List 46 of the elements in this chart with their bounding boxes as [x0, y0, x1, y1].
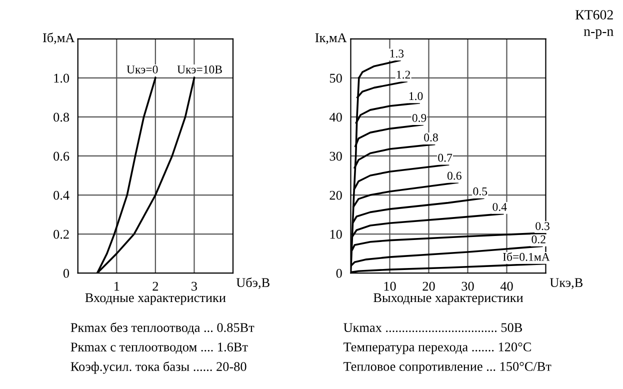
text: Тепловое сопротивление ... 150°C/Вт	[344, 362, 552, 374]
text: Pкmax с теплоотводом .... 1.6Вт	[70, 342, 248, 354]
x-tick-label: 1	[114, 282, 120, 291]
y-axis-title: Iб,мА	[42, 32, 75, 44]
text: КТ602 n-p-n	[575, 10, 614, 39]
y-tick-label: 20	[330, 190, 342, 200]
x-tick-label: 20	[422, 282, 435, 291]
y-tick-label: 50	[330, 74, 342, 83]
y-tick-label: 0.2	[54, 230, 69, 239]
x-axis-title: Uбэ,В	[236, 277, 270, 289]
y-axis-title: Iк,мА	[315, 33, 347, 44]
x-tick-label: 3	[192, 282, 198, 291]
series-label: Iб=0.1мА	[502, 252, 550, 261]
series-label: 1.2	[396, 70, 410, 79]
y-tick-label: 30	[330, 152, 342, 161]
series-label: Uкэ=0	[126, 65, 158, 74]
y-tick-label: 0.6	[54, 152, 70, 161]
x-tick-label: 40	[500, 282, 513, 291]
series-label: 1.3	[390, 50, 404, 58]
x-tick-label: 30	[462, 282, 474, 291]
series-label: 0.9	[412, 114, 426, 122]
y-tick-label: 40	[329, 112, 342, 122]
series-label: 0.6	[447, 172, 462, 180]
y-tick-label: 0.8	[54, 112, 70, 122]
series-label: 0.4	[492, 202, 507, 211]
text: Температура перехода ....... 120°C	[344, 342, 531, 354]
text: Pкmax без теплоотвода ... 0.85Вт	[70, 322, 254, 334]
series-label: 0.5	[473, 187, 488, 196]
series-label: 0.2	[532, 235, 546, 244]
series-label: 1.0	[409, 92, 423, 100]
series-label: 0.7	[438, 154, 452, 162]
text: Входные характеристики	[85, 293, 226, 305]
text: Выходные характеристики	[374, 293, 524, 305]
y-tick-label: 1.0	[54, 74, 70, 83]
x-tick-label: 10	[384, 282, 396, 291]
y-tick-label: 0	[63, 268, 70, 278]
y-tick-label: 10	[330, 230, 342, 239]
text: Uкmax .................................. 50В	[344, 323, 522, 332]
x-axis-title: Uкэ,В	[550, 278, 583, 289]
x-tick-label: 2	[152, 282, 158, 291]
y-tick-label: 0.4	[54, 190, 70, 200]
series-label: 0.8	[424, 134, 438, 142]
series-label: Uкэ=10В	[177, 65, 222, 74]
text: Коэф.усил. тока базы ...... 20-80	[70, 361, 246, 374]
series-label: 0.3	[536, 222, 550, 230]
y-tick-label: 0	[336, 268, 342, 278]
